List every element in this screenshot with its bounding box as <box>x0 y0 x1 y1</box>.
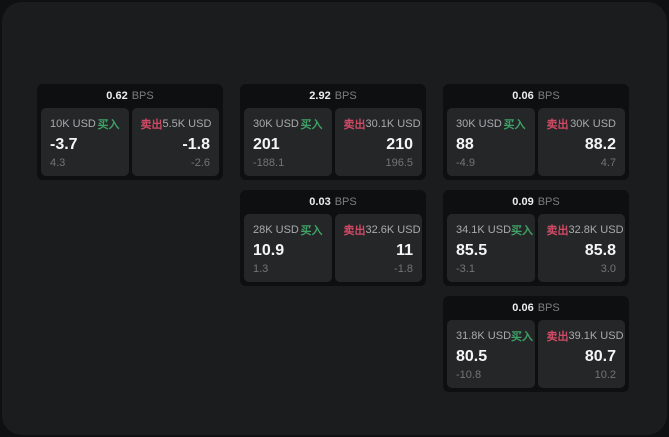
buy-side-label: 买入 <box>97 119 120 131</box>
bps-value: 0.06 <box>512 90 534 102</box>
sell-sub-value: 196.5 <box>385 157 413 169</box>
buy-side-label: 买入 <box>503 119 526 131</box>
buy-price: 10.9 <box>253 242 285 259</box>
bps-value: 0.09 <box>512 196 534 208</box>
buy-price: -3.7 <box>50 136 78 153</box>
sell-sub-value: 3.0 <box>600 263 616 275</box>
bps-header: 2.92 BPS <box>244 84 422 108</box>
sell-side-label: 卖出 <box>140 119 163 131</box>
quote-card: 0.06 BPS 31.8K USD 买入 80.5 -10.8 卖出 39.1… <box>443 296 629 392</box>
buy-size-label: 34.1K USD <box>456 224 512 236</box>
sell-size-label: 30K USD <box>570 118 616 130</box>
sell-price: 11 <box>396 242 413 259</box>
bps-header: 0.06 BPS <box>447 84 625 108</box>
bps-header: 0.09 BPS <box>447 190 625 214</box>
bps-unit: BPS <box>334 90 357 102</box>
quote-cards-grid: 0.62 BPS 10K USD 买入 -3.7 4.3 卖出 5.5K USD <box>37 84 629 392</box>
bps-value: 0.62 <box>106 90 128 102</box>
sell-pane[interactable]: 卖出 32.6K USD 11 -1.8 <box>334 214 422 282</box>
buy-side-label: 买入 <box>511 225 534 237</box>
sell-size-label: 30.1K USD <box>365 118 421 130</box>
buy-size-label: 10K USD <box>50 118 96 130</box>
quote-card: 2.92 BPS 30K USD 买入 201 -188.1 卖出 30.1K … <box>240 84 426 180</box>
sell-pane[interactable]: 卖出 5.5K USD -1.8 -2.6 <box>131 108 219 176</box>
sell-pane[interactable]: 卖出 30.1K USD 210 196.5 <box>334 108 422 176</box>
bps-unit: BPS <box>537 196 560 208</box>
buy-side-label: 买入 <box>300 225 323 237</box>
sell-price: -1.8 <box>182 136 210 153</box>
buy-price: 201 <box>253 136 280 153</box>
buy-sub-value: -3.1 <box>456 263 475 275</box>
buy-side-label: 买入 <box>300 119 323 131</box>
buy-price: 85.5 <box>456 242 488 259</box>
buy-pane[interactable]: 34.1K USD 买入 85.5 -3.1 <box>447 214 535 282</box>
bps-header: 0.06 BPS <box>447 296 625 320</box>
buy-side-label: 买入 <box>511 331 534 343</box>
bps-header: 0.62 BPS <box>41 84 219 108</box>
sell-size-label: 32.8K USD <box>568 224 624 236</box>
sell-price: 88.2 <box>584 136 616 153</box>
bps-value: 0.03 <box>309 196 331 208</box>
sell-side-label: 卖出 <box>546 331 569 343</box>
buy-pane[interactable]: 28K USD 买入 10.9 1.3 <box>244 214 332 282</box>
sell-sub-value: -2.6 <box>191 157 210 169</box>
buy-sub-value: 4.3 <box>50 157 66 169</box>
quote-card: 0.62 BPS 10K USD 买入 -3.7 4.3 卖出 5.5K USD <box>37 84 223 180</box>
quote-card: 0.06 BPS 30K USD 买入 88 -4.9 卖出 30K USD <box>443 84 629 180</box>
sell-sub-value: -1.8 <box>394 263 413 275</box>
buy-price: 80.5 <box>456 348 488 365</box>
bps-unit: BPS <box>537 90 560 102</box>
sell-price: 85.8 <box>584 242 616 259</box>
quote-card: 0.09 BPS 34.1K USD 买入 85.5 -3.1 卖出 32.8K… <box>443 190 629 286</box>
bps-value: 2.92 <box>309 90 331 102</box>
sell-sub-value: 10.2 <box>594 369 616 381</box>
sell-pane[interactable]: 卖出 32.8K USD 85.8 3.0 <box>537 214 625 282</box>
bps-value: 0.06 <box>512 302 534 314</box>
sell-side-label: 卖出 <box>546 119 569 131</box>
bps-header: 0.03 BPS <box>244 190 422 214</box>
buy-sub-value: 1.3 <box>253 263 269 275</box>
buy-size-label: 30K USD <box>253 118 299 130</box>
sell-sub-value: 4.7 <box>600 157 616 169</box>
sell-pane[interactable]: 卖出 30K USD 88.2 4.7 <box>537 108 625 176</box>
buy-size-label: 31.8K USD <box>456 330 512 342</box>
bps-unit: BPS <box>131 90 154 102</box>
buy-size-label: 30K USD <box>456 118 502 130</box>
sell-size-label: 32.6K USD <box>365 224 421 236</box>
bps-unit: BPS <box>537 302 560 314</box>
buy-pane[interactable]: 31.8K USD 买入 80.5 -10.8 <box>447 320 535 388</box>
sell-price: 210 <box>386 136 413 153</box>
sell-side-label: 卖出 <box>343 119 366 131</box>
buy-pane[interactable]: 30K USD 买入 201 -188.1 <box>244 108 332 176</box>
buy-pane[interactable]: 30K USD 买入 88 -4.9 <box>447 108 535 176</box>
buy-sub-value: -188.1 <box>253 157 285 169</box>
sell-pane[interactable]: 卖出 39.1K USD 80.7 10.2 <box>537 320 625 388</box>
sell-side-label: 卖出 <box>546 225 569 237</box>
sell-price: 80.7 <box>584 348 616 365</box>
buy-pane[interactable]: 10K USD 买入 -3.7 4.3 <box>41 108 129 176</box>
buy-sub-value: -10.8 <box>456 369 482 381</box>
sell-size-label: 5.5K USD <box>162 118 212 130</box>
quote-card: 0.03 BPS 28K USD 买入 10.9 1.3 卖出 32.6K US… <box>240 190 426 286</box>
buy-size-label: 28K USD <box>253 224 299 236</box>
bps-unit: BPS <box>334 196 357 208</box>
buy-price: 88 <box>456 136 474 153</box>
sell-side-label: 卖出 <box>343 225 366 237</box>
buy-sub-value: -4.9 <box>456 157 475 169</box>
sell-size-label: 39.1K USD <box>568 330 624 342</box>
